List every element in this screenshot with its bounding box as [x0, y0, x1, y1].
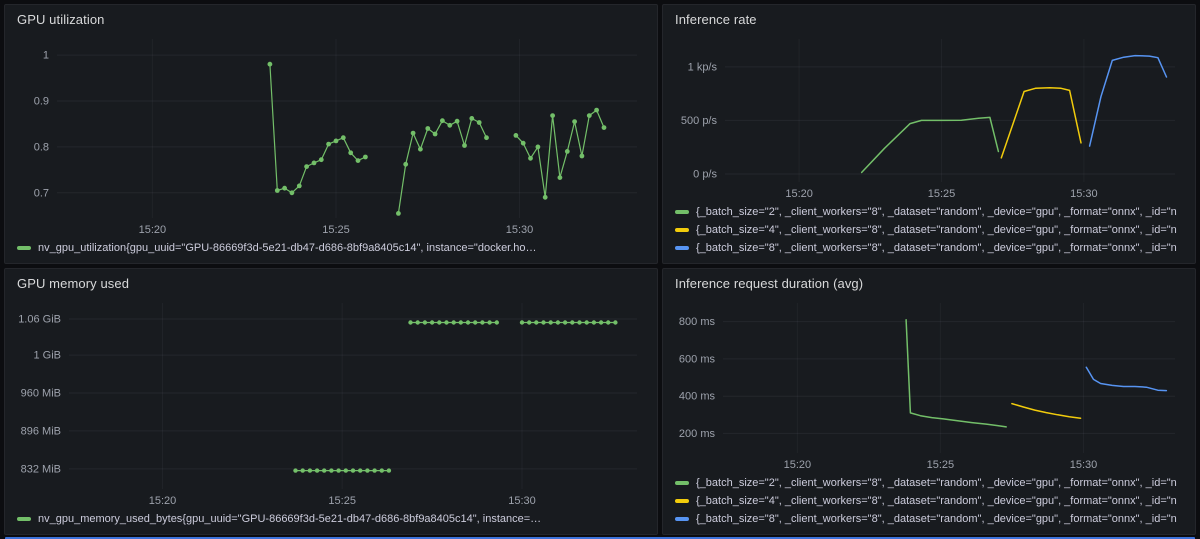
svg-text:15:25: 15:25	[928, 188, 956, 200]
legend: {_batch_size="2", _client_workers="8", _…	[671, 473, 1187, 530]
below-fold-panel-edge	[5, 537, 1195, 539]
legend-item-gpu-memory[interactable]: nv_gpu_memory_used_bytes{gpu_uuid="GPU-8…	[17, 510, 647, 528]
series-color-marker	[17, 517, 31, 521]
series-label: {_batch_size="4", _client_workers="8", _…	[696, 224, 1177, 236]
series-label: {_batch_size="2", _client_workers="8", _…	[696, 477, 1177, 489]
legend: nv_gpu_memory_used_bytes{gpu_uuid="GPU-8…	[13, 509, 649, 530]
series-label: {_batch_size="2", _client_workers="8", _…	[696, 206, 1177, 218]
svg-text:0.9: 0.9	[34, 96, 49, 108]
panel-header: GPU utilization	[5, 5, 657, 29]
svg-text:0 p/s: 0 p/s	[693, 169, 717, 181]
svg-text:15:20: 15:20	[785, 188, 813, 200]
svg-text:15:25: 15:25	[328, 495, 356, 507]
svg-text:15:25: 15:25	[927, 459, 955, 471]
svg-text:400 ms: 400 ms	[679, 391, 716, 403]
svg-text:832 MiB: 832 MiB	[21, 463, 61, 475]
svg-text:960 MiB: 960 MiB	[21, 388, 61, 400]
series-color-marker	[17, 246, 31, 250]
series-label: nv_gpu_utilization{gpu_uuid="GPU-86669f3…	[38, 242, 537, 254]
svg-text:600 ms: 600 ms	[679, 353, 716, 365]
legend-item-batch-size-2[interactable]: {_batch_size="2", _client_workers="8", _…	[675, 203, 1185, 221]
svg-text:1 GiB: 1 GiB	[33, 350, 61, 362]
legend-item-gpu-utilization[interactable]: nv_gpu_utilization{gpu_uuid="GPU-86669f3…	[17, 239, 647, 257]
svg-text:1 kp/s: 1 kp/s	[688, 61, 718, 73]
panel-title-gpu-utilization[interactable]: GPU utilization	[17, 12, 105, 27]
panel-header: Inference request duration (avg)	[663, 269, 1195, 293]
panel-body: 15:20 15:25 15:30 0.7 0.8 0.9 1 nv_gpu_utiliza…	[5, 29, 657, 263]
legend: {_batch_size="2", _client_workers="8", _…	[671, 202, 1187, 259]
gpu-utilization-chart[interactable]: 15:20 15:25 15:30 0.7 0.8 0.9 1	[13, 29, 649, 238]
panel-title-gpu-memory-used[interactable]: GPU memory used	[17, 276, 130, 291]
series-label: {_batch_size="8", _client_workers="8", _…	[696, 242, 1177, 254]
svg-text:15:30: 15:30	[506, 224, 534, 236]
series-color-marker	[675, 499, 689, 503]
svg-text:0.7: 0.7	[34, 187, 49, 199]
svg-text:15:30: 15:30	[508, 495, 536, 507]
panel-header: GPU memory used	[5, 269, 657, 293]
legend-item-batch-size-8[interactable]: {_batch_size="8", _client_workers="8", _…	[675, 510, 1185, 528]
svg-text:1: 1	[43, 50, 49, 62]
svg-text:15:25: 15:25	[322, 224, 350, 236]
panel-title-inference-request-duration[interactable]: Inference request duration (avg)	[675, 276, 864, 291]
gpu-memory-used-chart[interactable]: 15:20 15:25 15:30 832 MiB 896 MiB 960 MiB 1 Gi…	[13, 293, 649, 509]
panel-body: 15:20 15:25 15:30 200 ms 400 ms 600 ms 800 ms …	[663, 293, 1195, 534]
panel-gpu-memory-used: GPU memory used 15:20 15:25 15:30 832 MiB 89…	[4, 268, 658, 535]
series-color-marker	[675, 246, 689, 250]
svg-text:0.8: 0.8	[34, 141, 49, 153]
legend-item-batch-size-4[interactable]: {_batch_size="4", _client_workers="8", _…	[675, 221, 1185, 239]
svg-text:896 MiB: 896 MiB	[21, 425, 61, 437]
panel-body: 15:20 15:25 15:30 0 p/s 500 p/s 1 kp/s {_batc…	[663, 29, 1195, 263]
legend-item-batch-size-4[interactable]: {_batch_size="4", _client_workers="8", _…	[675, 492, 1185, 510]
series-label: nv_gpu_memory_used_bytes{gpu_uuid="GPU-8…	[38, 513, 542, 525]
svg-text:200 ms: 200 ms	[679, 428, 716, 440]
svg-text:15:30: 15:30	[1070, 188, 1098, 200]
series-color-marker	[675, 210, 689, 214]
svg-text:500 p/s: 500 p/s	[681, 115, 718, 127]
svg-text:15:30: 15:30	[1070, 459, 1098, 471]
inference-rate-chart[interactable]: 15:20 15:25 15:30 0 p/s 500 p/s 1 kp/s	[671, 29, 1187, 202]
inference-request-duration-chart[interactable]: 15:20 15:25 15:30 200 ms 400 ms 600 ms 800 ms	[671, 293, 1187, 473]
series-label: {_batch_size="4", _client_workers="8", _…	[696, 495, 1177, 507]
series-color-marker	[675, 481, 689, 485]
panel-inference-request-duration: Inference request duration (avg) 15:20 15…	[662, 268, 1196, 535]
series-color-marker	[675, 517, 689, 521]
legend-item-batch-size-2[interactable]: {_batch_size="2", _client_workers="8", _…	[675, 474, 1185, 492]
legend: nv_gpu_utilization{gpu_uuid="GPU-86669f3…	[13, 238, 649, 259]
panel-header: Inference rate	[663, 5, 1195, 29]
svg-text:1.06 GiB: 1.06 GiB	[18, 314, 61, 326]
legend-item-batch-size-8[interactable]: {_batch_size="8", _client_workers="8", _…	[675, 239, 1185, 257]
panel-gpu-utilization: GPU utilization 15:20 15:25 15:30 0.7 0.8 0.9…	[4, 4, 658, 264]
svg-text:15:20: 15:20	[784, 459, 812, 471]
series-label: {_batch_size="8", _client_workers="8", _…	[696, 513, 1177, 525]
panel-body: 15:20 15:25 15:30 832 MiB 896 MiB 960 MiB 1 Gi…	[5, 293, 657, 534]
svg-text:800 ms: 800 ms	[679, 316, 716, 328]
series-color-marker	[675, 228, 689, 232]
svg-text:15:20: 15:20	[149, 495, 177, 507]
panel-inference-rate: Inference rate 15:20 15:25 15:30 0 p/s 500 p…	[662, 4, 1196, 264]
svg-text:15:20: 15:20	[139, 224, 167, 236]
panel-title-inference-rate[interactable]: Inference rate	[675, 12, 757, 27]
